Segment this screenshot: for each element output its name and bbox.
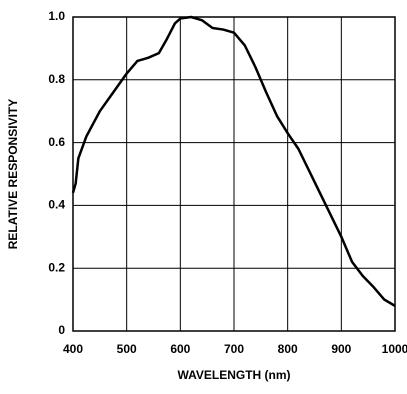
x-tick-label: 700	[224, 342, 244, 356]
y-tick-label: 0.6	[48, 135, 65, 149]
x-tick-label: 600	[170, 342, 190, 356]
x-axis-label: WAVELENGTH (nm)	[177, 368, 290, 382]
plot-frame	[72, 16, 396, 332]
y-tick-label: 0.2	[48, 260, 65, 274]
y-tick-label: 0	[58, 323, 65, 337]
x-tick-label: 400	[63, 342, 83, 356]
y-tick-label: 0.4	[48, 198, 65, 212]
y-tick-label: 0.8	[48, 72, 65, 86]
x-tick-label: 500	[117, 342, 137, 356]
data-line	[71, 15, 396, 307]
x-tick-label: 900	[331, 342, 351, 356]
y-axis-label: RELATIVE RESPONSIVITY	[6, 99, 20, 249]
x-tick-label: 800	[278, 342, 298, 356]
x-tick-label: 1000	[382, 342, 407, 356]
y-tick-label: 1.0	[48, 9, 65, 23]
